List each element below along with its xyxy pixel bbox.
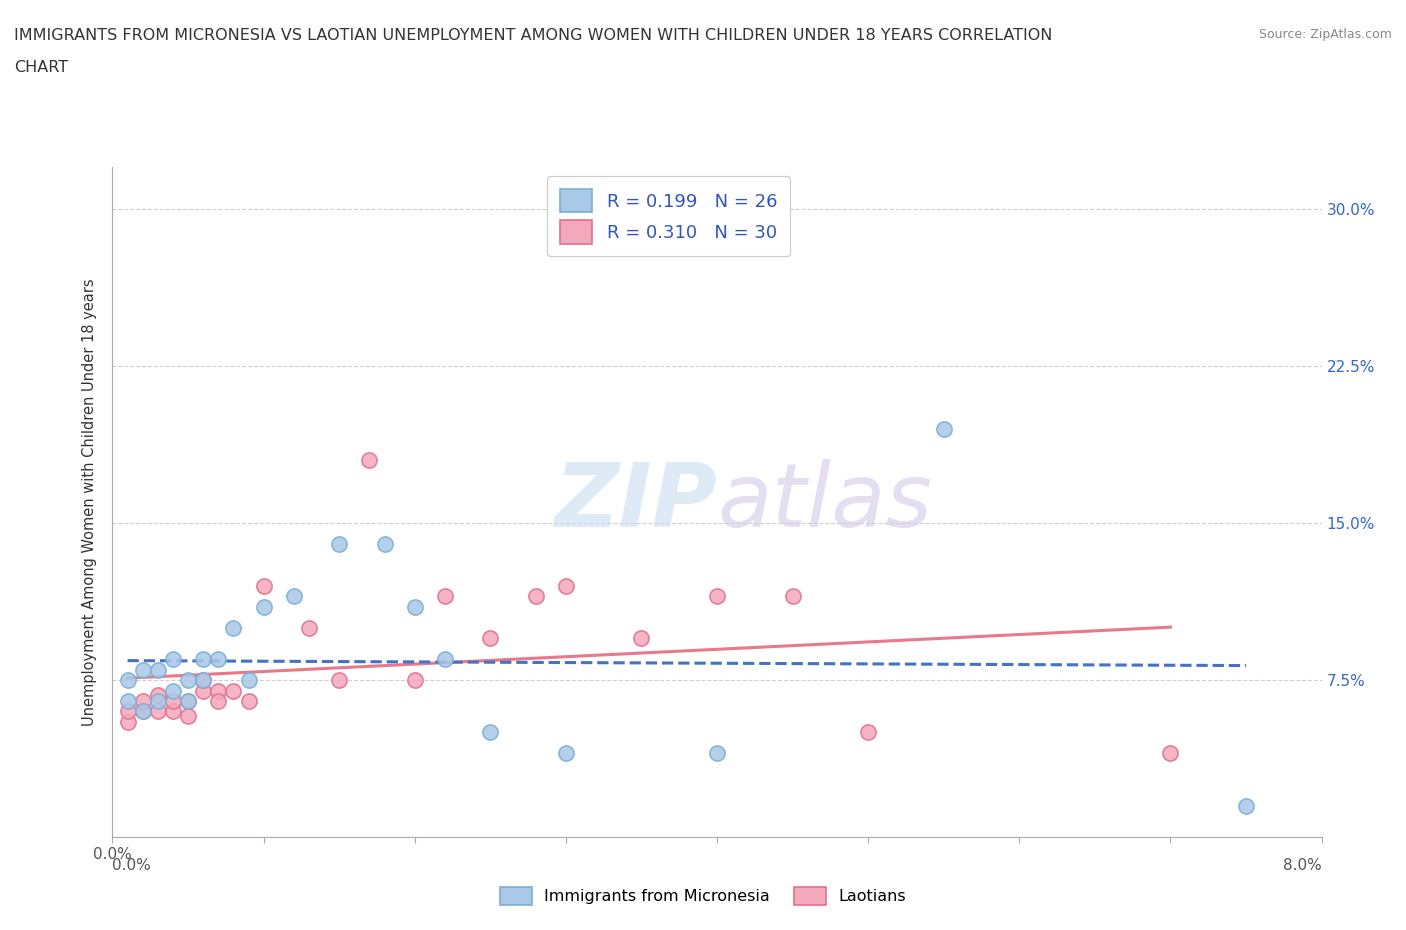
Text: atlas: atlas <box>717 459 932 545</box>
Point <box>117 672 139 687</box>
Point <box>373 537 396 551</box>
Text: IMMIGRANTS FROM MICRONESIA VS LAOTIAN UNEMPLOYMENT AMONG WOMEN WITH CHILDREN UND: IMMIGRANTS FROM MICRONESIA VS LAOTIAN UN… <box>14 28 1053 43</box>
Point <box>283 589 305 604</box>
Point <box>146 694 169 709</box>
Point <box>1159 746 1181 761</box>
Point <box>524 589 547 604</box>
Point <box>146 704 169 719</box>
Y-axis label: Unemployment Among Women with Children Under 18 years: Unemployment Among Women with Children U… <box>82 278 97 726</box>
Point <box>1234 798 1257 813</box>
Point <box>177 672 200 687</box>
Point <box>117 704 139 719</box>
Point <box>222 683 245 698</box>
Point <box>207 652 229 667</box>
Point <box>177 709 200 724</box>
Point <box>479 725 502 740</box>
Point <box>207 694 229 709</box>
Point <box>191 672 215 687</box>
Point <box>191 672 215 687</box>
Point <box>404 672 426 687</box>
Point <box>191 683 215 698</box>
Point <box>932 421 955 436</box>
Point <box>146 687 169 702</box>
Text: Source: ZipAtlas.com: Source: ZipAtlas.com <box>1258 28 1392 41</box>
Point <box>359 453 381 468</box>
Point <box>404 600 426 615</box>
Point <box>177 694 200 709</box>
Point <box>706 746 728 761</box>
Text: ZIP: ZIP <box>554 458 717 546</box>
Point <box>433 589 456 604</box>
Point <box>328 672 350 687</box>
Point <box>117 714 139 729</box>
Point <box>146 662 169 677</box>
Point <box>162 694 184 709</box>
Point <box>782 589 804 604</box>
Point <box>177 694 200 709</box>
Point <box>191 652 215 667</box>
Point <box>132 704 155 719</box>
Point <box>132 704 155 719</box>
Text: CHART: CHART <box>14 60 67 75</box>
Text: 0.0%: 0.0% <box>112 858 152 873</box>
Point <box>162 704 184 719</box>
Point <box>238 672 260 687</box>
Point <box>253 600 276 615</box>
Point <box>162 683 184 698</box>
Point <box>238 694 260 709</box>
Point <box>554 746 576 761</box>
Point <box>132 662 155 677</box>
Point <box>554 578 576 593</box>
Point <box>328 537 350 551</box>
Legend: R = 0.199   N = 26, R = 0.310   N = 30: R = 0.199 N = 26, R = 0.310 N = 30 <box>547 177 790 257</box>
Point <box>856 725 880 740</box>
Point <box>433 652 456 667</box>
Point <box>117 694 139 709</box>
Text: 8.0%: 8.0% <box>1282 858 1322 873</box>
Legend: Immigrants from Micronesia, Laotians: Immigrants from Micronesia, Laotians <box>492 880 914 912</box>
Point <box>298 620 321 635</box>
Point <box>630 631 652 645</box>
Point <box>253 578 276 593</box>
Point <box>706 589 728 604</box>
Point <box>132 694 155 709</box>
Point <box>479 631 502 645</box>
Point <box>222 620 245 635</box>
Point <box>162 652 184 667</box>
Point <box>207 683 229 698</box>
